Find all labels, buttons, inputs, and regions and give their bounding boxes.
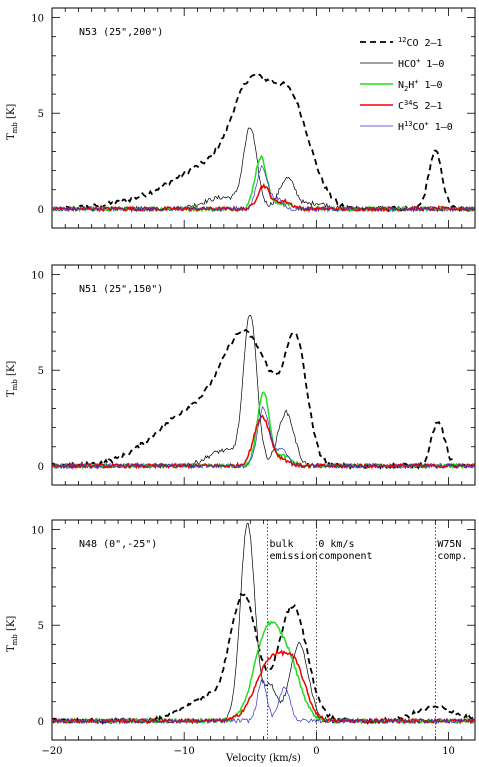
spectrum-h13co — [52, 165, 475, 213]
spectrum-cs — [52, 649, 475, 725]
legend-entry-co: 12CO 2–1 — [398, 36, 443, 49]
velocity-marker-label: comp. — [437, 551, 467, 562]
legend-entry-h13co: H13CO+ 1–0 — [398, 120, 453, 133]
x-tick-label: −10 — [174, 746, 195, 757]
spectrum-hco — [52, 523, 475, 725]
y-tick-label: 0 — [38, 717, 44, 728]
y-tick-label: 10 — [31, 526, 44, 537]
spectrum-n2h — [52, 620, 475, 725]
y-tick-label: 5 — [38, 109, 44, 120]
spectrum-h13co — [52, 678, 475, 725]
panel-label: N51 (25",150") — [79, 284, 163, 295]
velocity-marker-label: emission — [269, 551, 317, 562]
panel-label: N53 (25",200") — [79, 27, 163, 38]
x-tick-label: 10 — [442, 746, 455, 757]
spectrum-co — [52, 328, 475, 470]
panel-1: 0 5 10 Tmb [K] N53 (25",200") — [6, 7, 476, 229]
y-axis-title: Tmb [K] — [6, 616, 19, 652]
velocity-marker-label: 0 km/s — [318, 539, 354, 550]
legend-entry-n2h: N2H+ 1–0 — [398, 78, 443, 93]
y-axis-title: Tmb [K] — [6, 361, 19, 397]
y-tick-label: 10 — [31, 14, 44, 25]
velocity-marker-label: component — [318, 551, 372, 562]
panel-2: 0 5 10 Tmb [K] N51 (25",150") — [6, 264, 476, 486]
plot-frame — [51, 519, 476, 741]
velocity-marker-label: W75N — [437, 539, 461, 550]
y-tick-label: 5 — [38, 621, 44, 632]
spectrum-co — [52, 73, 475, 213]
legend-entry-cs: C34S 2–1 — [398, 99, 443, 112]
y-axis-title: Tmb [K] — [6, 104, 19, 140]
velocity-marker-label: bulk — [269, 539, 293, 550]
spectrum-h13co — [52, 405, 475, 470]
x-axis-title: Velocity (km/s) — [225, 753, 301, 764]
legend-entry-hco: HCO+ 1–0 — [398, 57, 444, 70]
y-tick-label: 0 — [38, 462, 44, 473]
plot-frame — [51, 264, 476, 486]
y-tick-label: 10 — [31, 271, 44, 282]
spectrum-co — [52, 592, 475, 726]
y-tick-label: 5 — [38, 366, 44, 377]
x-tick-label: −20 — [41, 746, 62, 757]
panel-label: N48 (0",-25") — [79, 539, 157, 550]
spectrum-hco — [52, 127, 475, 213]
x-tick-label: 0 — [313, 746, 319, 757]
y-tick-label: 0 — [38, 205, 44, 216]
